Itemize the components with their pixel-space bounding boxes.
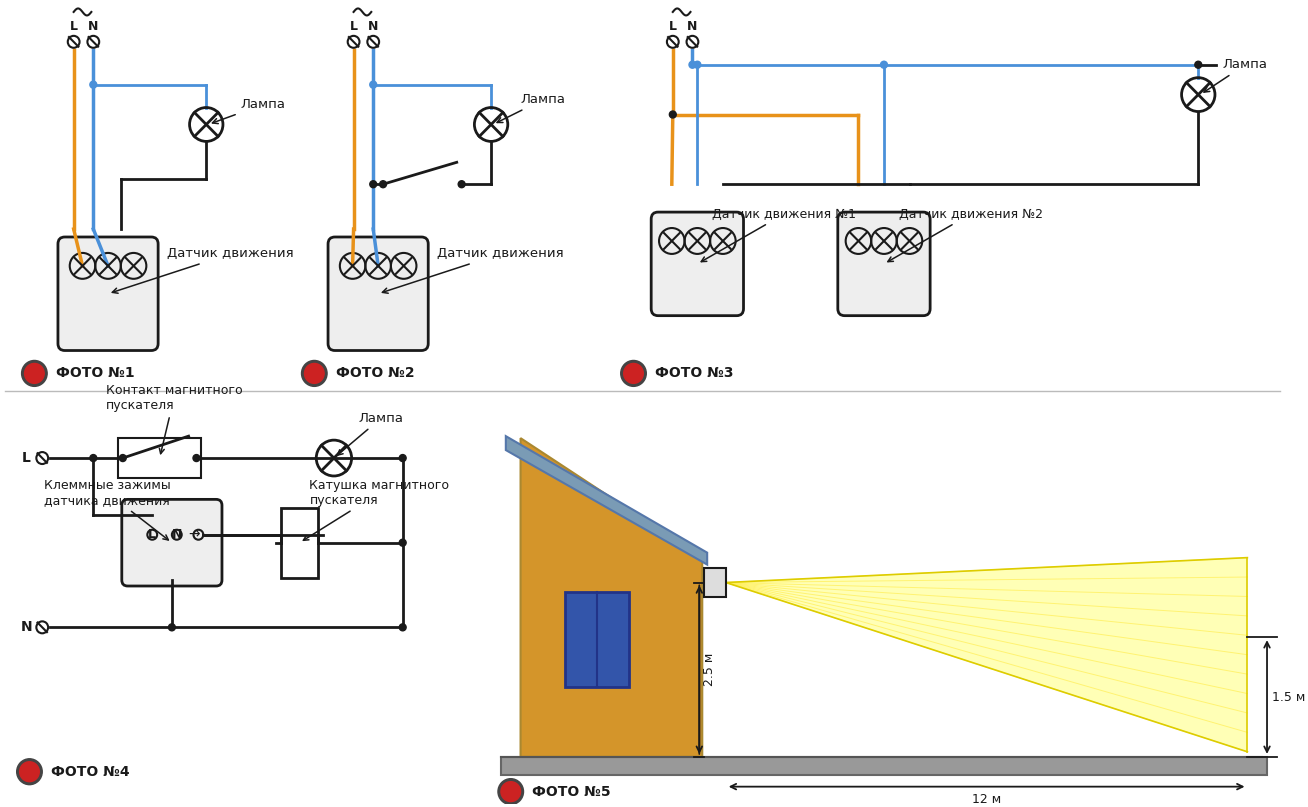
Text: ФОТО №1: ФОТО №1 (56, 366, 135, 380)
Circle shape (169, 624, 175, 631)
Text: Лампа: Лампа (212, 98, 285, 123)
Text: Лампа: Лампа (337, 412, 403, 455)
Circle shape (501, 782, 521, 801)
Text: L: L (22, 451, 31, 465)
Circle shape (670, 111, 676, 118)
Text: ФОТО №4: ФОТО №4 (51, 765, 129, 779)
Text: N: N (368, 20, 378, 33)
Circle shape (22, 361, 47, 387)
Text: Датчик движения №2: Датчик движения №2 (888, 207, 1042, 261)
Circle shape (25, 363, 44, 383)
Bar (501, 757, 1267, 775)
Text: N: N (687, 20, 697, 33)
FancyBboxPatch shape (651, 212, 743, 316)
Circle shape (1194, 61, 1202, 69)
Circle shape (399, 539, 407, 546)
Bar (118, 438, 201, 478)
Bar (704, 567, 726, 597)
Text: Датчик движения: Датчик движения (112, 248, 293, 293)
Circle shape (119, 454, 126, 462)
Circle shape (695, 61, 701, 69)
Text: 1.5 м: 1.5 м (1271, 691, 1305, 704)
Polygon shape (521, 438, 702, 757)
Circle shape (90, 82, 97, 88)
Text: N: N (171, 529, 182, 541)
Text: Датчик движения: Датчик движения (382, 248, 564, 293)
Circle shape (689, 61, 696, 69)
Text: Лампа: Лампа (1203, 58, 1267, 92)
Circle shape (458, 181, 466, 188)
Circle shape (399, 454, 407, 462)
Circle shape (17, 759, 42, 784)
Text: L: L (148, 529, 156, 541)
FancyBboxPatch shape (838, 212, 930, 316)
Polygon shape (726, 558, 1248, 752)
Text: N: N (21, 621, 33, 634)
Circle shape (624, 363, 644, 383)
Text: Датчик движения №1: Датчик движения №1 (701, 207, 855, 261)
Text: L: L (349, 20, 357, 33)
Text: →: → (188, 528, 200, 541)
Bar (281, 508, 318, 578)
Text: ФОТО №3: ФОТО №3 (655, 366, 734, 380)
Circle shape (305, 363, 324, 383)
Text: Лампа: Лампа (497, 93, 565, 123)
Polygon shape (506, 436, 708, 565)
FancyBboxPatch shape (58, 237, 158, 350)
Text: Катушка магнитного
пускателя: Катушка магнитного пускателя (303, 479, 450, 541)
FancyBboxPatch shape (122, 500, 222, 586)
Text: L: L (668, 20, 676, 33)
Bar (565, 592, 629, 687)
Circle shape (498, 779, 523, 805)
Circle shape (370, 82, 377, 88)
Text: Клеммные зажимы
датчика движения: Клеммные зажимы датчика движения (44, 479, 171, 540)
Text: L: L (69, 20, 77, 33)
Circle shape (399, 624, 407, 631)
Circle shape (621, 361, 646, 387)
Text: 12 м: 12 м (972, 793, 1001, 806)
Circle shape (90, 454, 97, 462)
Circle shape (379, 181, 386, 188)
Circle shape (20, 762, 39, 782)
Circle shape (880, 61, 887, 69)
Text: ФОТО №2: ФОТО №2 (336, 366, 415, 380)
Circle shape (370, 181, 377, 188)
Text: N: N (88, 20, 98, 33)
Circle shape (302, 361, 327, 387)
Text: 2.5 м: 2.5 м (704, 653, 717, 686)
Circle shape (194, 454, 200, 462)
Text: Контакт магнитного
пускателя: Контакт магнитного пускателя (106, 384, 242, 454)
Text: ФОТО №5: ФОТО №5 (532, 784, 611, 799)
FancyBboxPatch shape (328, 237, 428, 350)
